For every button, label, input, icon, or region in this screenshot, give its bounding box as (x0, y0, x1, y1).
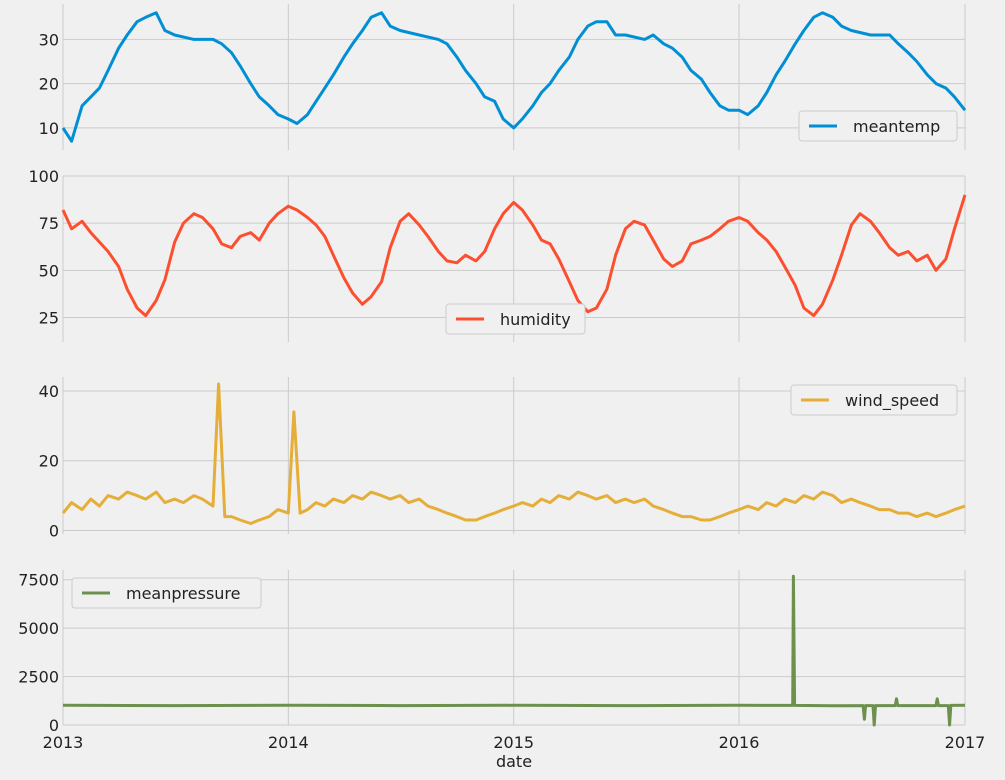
y-tick-label: 2500 (18, 668, 59, 687)
x-axis-label: date (496, 752, 532, 771)
legend: wind_speed (790, 384, 958, 416)
y-tick-labels: 0 2500 5000 7500 (18, 571, 59, 735)
y-tick-label: 20 (39, 452, 59, 471)
legend-box (445, 303, 586, 335)
y-tick-labels: 10 20 30 (39, 30, 59, 137)
x-tick-label: 2013 (43, 733, 84, 752)
series-line (61, 194, 967, 318)
legend-box (798, 110, 958, 142)
y-tick-label: 7500 (18, 571, 59, 590)
series-line (61, 11, 967, 143)
legend-label: meantemp (853, 117, 940, 136)
y-tick-labels: 0 20 40 (39, 382, 59, 541)
legend: meanpressure (71, 577, 262, 609)
legend-label: humidity (500, 310, 571, 329)
legend-box (790, 384, 958, 416)
x-tick-label: 2016 (719, 733, 760, 752)
x-tick-label: 2014 (268, 733, 309, 752)
legend-box (71, 577, 262, 609)
y-tick-label: 75 (39, 214, 59, 233)
y-tick-label: 0 (49, 716, 59, 735)
panel-meantemp: 10 20 30 meantemp (39, 4, 967, 150)
legend: humidity (445, 303, 586, 335)
legend: meantemp (798, 110, 958, 142)
y-tick-labels: 25 50 75 100 (28, 167, 59, 327)
y-tick-label: 100 (28, 167, 59, 186)
series-line (61, 382, 966, 525)
panel-meanpressure: 0 2500 5000 7500 meanpressure (18, 570, 966, 735)
y-tick-label: 40 (39, 382, 59, 401)
legend-label: wind_speed (845, 391, 939, 411)
panel-humidity: 25 50 75 100 humidity (28, 167, 967, 342)
y-tick-label: 10 (39, 119, 59, 138)
x-tick-labels: 2013 2014 2015 2016 2017 (43, 733, 986, 752)
y-tick-label: 0 (49, 522, 59, 541)
y-tick-label: 30 (39, 30, 59, 49)
grid (62, 570, 966, 726)
y-tick-label: 5000 (18, 619, 59, 638)
x-tick-label: 2015 (493, 733, 534, 752)
panel-wind-speed: 0 20 40 wind_speed (39, 377, 966, 541)
y-tick-label: 25 (39, 308, 59, 327)
legend-label: meanpressure (126, 584, 240, 603)
y-tick-label: 20 (39, 75, 59, 94)
y-tick-label: 50 (39, 261, 59, 280)
x-tick-label: 2017 (945, 733, 986, 752)
series-line (62, 574, 966, 727)
